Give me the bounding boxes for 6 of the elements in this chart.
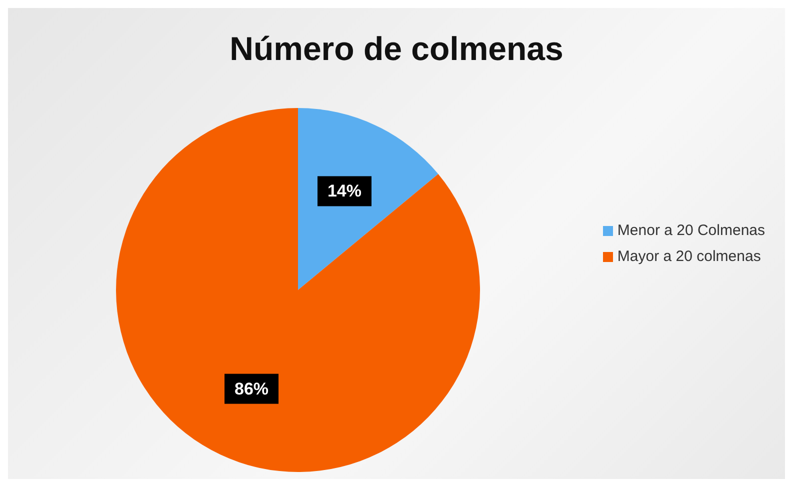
legend-label: Menor a 20 Colmenas (617, 222, 765, 238)
data-label: 14% (327, 182, 362, 201)
chart-title: Número de colmenas (228, 30, 564, 68)
legend-label: Mayor a 20 colmenas (617, 248, 761, 264)
data-label: 86% (234, 379, 269, 398)
pie-slice (116, 108, 480, 472)
